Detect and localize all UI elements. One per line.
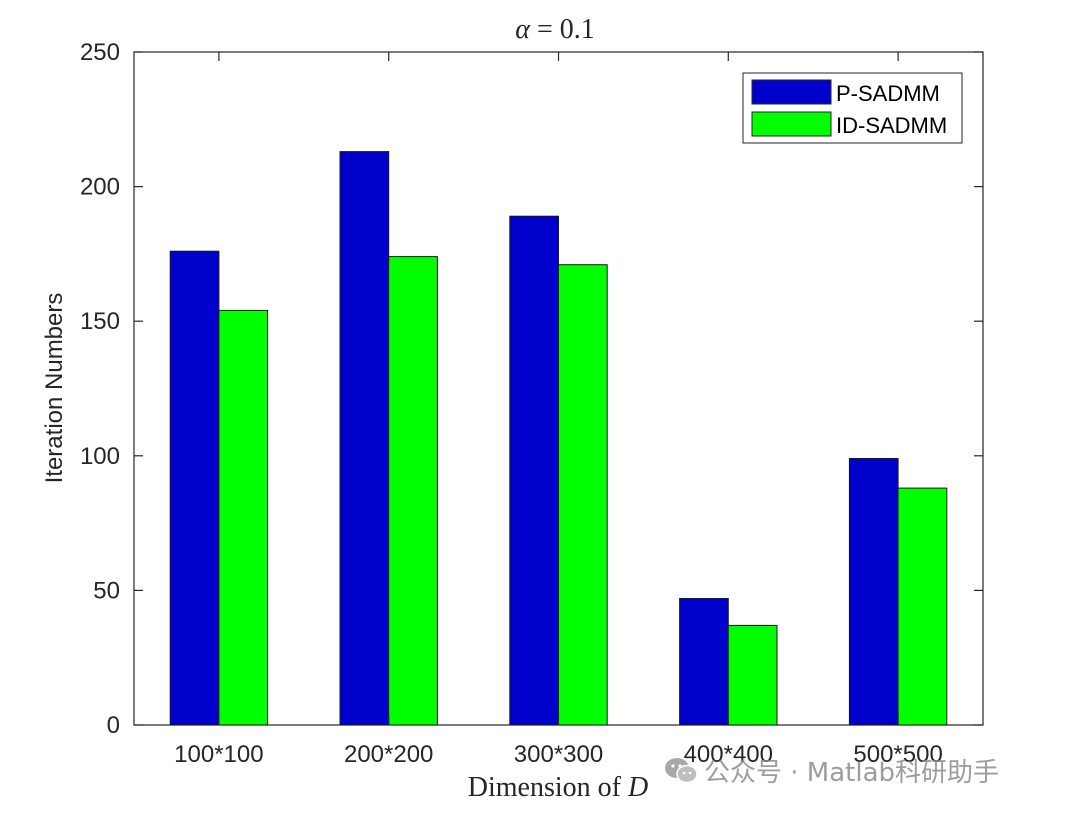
bars-group [169,151,948,726]
bar-p-sadmm-100x100 [169,250,220,726]
x-axis-label-var: D [627,772,648,803]
y-tick-label-100: 100 [80,443,120,470]
bar-id-sadmm-400x400 [727,624,778,726]
bar-p-sadmm-500x500 [848,458,899,726]
chart-title: α = 0.1 [515,14,595,45]
bar-p-sadmm-400x400 [679,598,729,726]
x-tick-label-500x500: 500*500 [853,741,942,768]
watermark: 公众号 · Matlab科研助手 [664,752,999,789]
x-tick-label-400x400: 400*400 [684,741,773,768]
watermark-text: 公众号 · Matlab科研助手 [704,758,1000,788]
x-axis-label: Dimension of D [468,772,648,803]
bar-p-sadmm-300x300 [509,215,559,726]
x-axis-label-text: Dimension of [468,772,628,803]
y-axis-label: Iteration Numbers [41,293,68,484]
legend: P-SADMM ID-SADMM [742,72,963,144]
bar-id-sadmm-300x300 [558,264,608,726]
y-tick-label-250: 250 [80,39,120,66]
title-alpha: α [515,14,531,45]
legend-label-p-sadmm: P-SADMM [836,81,940,106]
x-tick-label-300x300: 300*300 [514,741,603,768]
y-tick-label-50: 50 [93,577,120,604]
legend-label-id-sadmm: ID-SADMM [836,113,947,138]
wechat-icon [665,757,698,783]
x-axis-ticks: 100*100 200*200 300*300 400*400 500*500 [174,52,943,768]
y-axis-ticks: 0 50 100 150 200 250 [80,39,983,739]
y-tick-label-0: 0 [107,712,120,739]
bar-p-sadmm-200x200 [339,151,390,726]
y-tick-label-150: 150 [80,308,120,335]
x-tick-label-200x200: 200*200 [344,741,433,768]
bar-id-sadmm-500x500 [897,487,948,726]
bar-id-sadmm-100x100 [218,309,269,726]
title-value: = 0.1 [530,14,595,45]
bar-id-sadmm-200x200 [388,256,438,726]
x-tick-label-100x100: 100*100 [174,741,263,768]
y-tick-label-200: 200 [80,174,120,201]
legend-swatch-id-sadmm [751,111,832,137]
legend-swatch-p-sadmm [751,79,832,105]
